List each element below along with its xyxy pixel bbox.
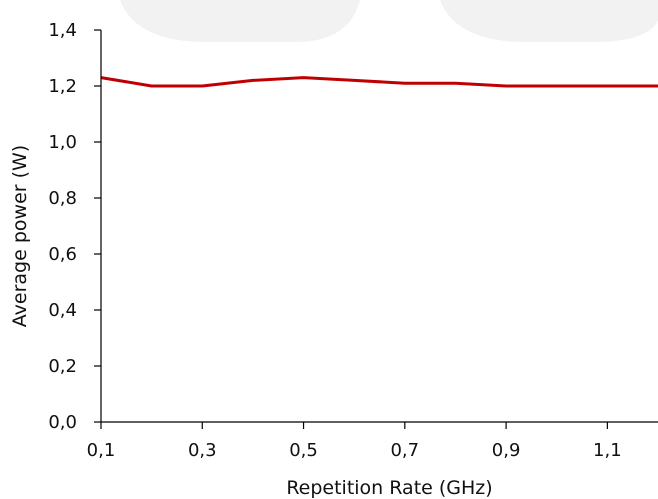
- x-tick-label: 0,1: [87, 440, 116, 461]
- y-tick-label: 0,6: [48, 244, 77, 265]
- x-tick-label: 1,1: [593, 440, 622, 461]
- y-tick-label: 0,4: [48, 300, 77, 321]
- x-tick-label: 0,3: [188, 440, 217, 461]
- x-tick-label: 0,9: [492, 440, 521, 461]
- y-tick-label: 0,2: [48, 356, 77, 377]
- y-axis-ticks: 0,0 0,2 0,4 0,6 0,8 1,0 1,2 1,4: [48, 20, 101, 433]
- series-line: [100, 76, 658, 88]
- watermark: [120, 0, 658, 42]
- x-axis-title: Repetition Rate (GHz): [286, 477, 492, 499]
- x-axis-ticks: 0,1 0,3 0,5 0,7 0,9 1,1: [87, 422, 622, 461]
- y-tick-label: 0,8: [48, 188, 77, 209]
- y-tick-label: 1,0: [48, 132, 77, 153]
- y-tick-label: 1,4: [48, 20, 77, 41]
- x-tick-label: 0,7: [390, 440, 419, 461]
- series-layer: [100, 76, 658, 88]
- x-tick-label: 0,5: [289, 440, 318, 461]
- y-tick-label: 0,0: [48, 412, 77, 433]
- y-tick-label: 1,2: [48, 76, 77, 97]
- y-axis-title: Average power (W): [9, 145, 31, 327]
